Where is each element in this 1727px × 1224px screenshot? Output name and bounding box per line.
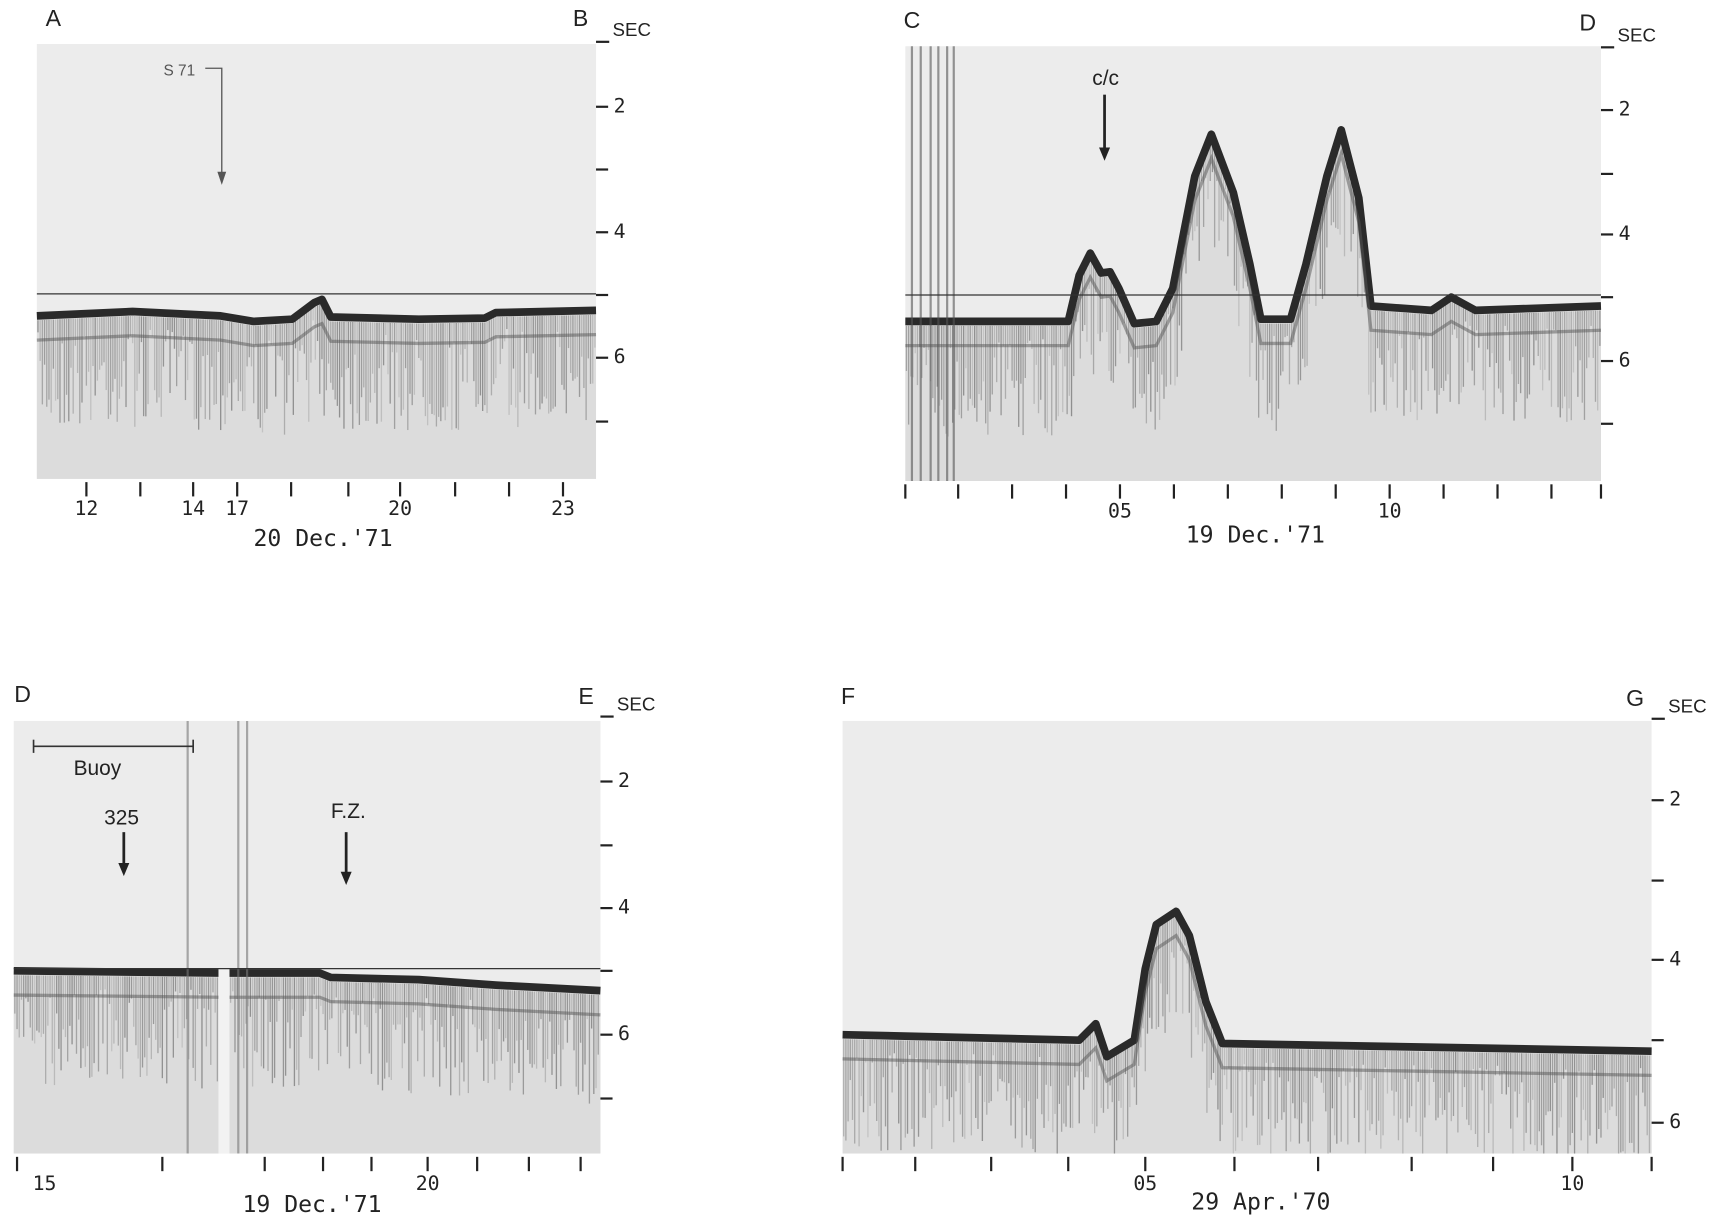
depth-label: 6 [1619,349,1631,372]
annotation-leader [205,67,223,177]
depth-label: 2 [1619,98,1631,121]
time-label: 17 [225,497,249,520]
date-label: 29 Apr.'70 [1191,1190,1330,1216]
arrow-head [217,171,227,185]
axis-unit: SEC [1668,696,1706,717]
gap [218,968,230,1154]
depth-label: 4 [1619,222,1631,245]
date-label: 20 Dec.'71 [253,526,392,552]
annotation: 325 [104,806,139,829]
sub-bottom [842,911,1652,1154]
annotation: c/c [1092,67,1119,90]
seafloor-multiple [842,933,1652,1084]
corner-label: E [578,683,593,709]
depth-label: 6 [1669,1110,1681,1133]
panel [13,720,601,1154]
depth-label: 4 [1669,947,1681,970]
corner-label: A [46,5,62,31]
seafloor-multiple [905,148,1602,350]
corner-label: D [1579,9,1596,35]
depth-label: 2 [614,94,626,117]
sub-bottom [13,970,601,1154]
date-label: 19 Dec.'71 [1186,523,1325,549]
corner-label: C [904,7,921,33]
panel [842,720,1652,1154]
annotation: S 71 [163,63,195,80]
time-label: 05 [1108,499,1132,522]
seafloor-multiple [36,321,597,348]
depth-label: 6 [618,1022,630,1045]
depth-label: 6 [614,345,626,368]
time-label: 10 [1560,1172,1584,1195]
time-label: 15 [33,1172,57,1195]
depth-label: 2 [1669,788,1681,811]
panel [36,44,597,479]
time-label: 20 [416,1172,440,1195]
seafloor [905,126,1602,328]
depth-label: 4 [618,896,630,919]
seafloor [36,295,597,326]
corner-label: F [841,683,855,709]
corner-label: B [573,5,588,31]
time-label: 12 [74,497,98,520]
seafloor [842,907,1652,1061]
time-label: 20 [388,497,412,520]
arrow-head [340,871,352,885]
time-label: 23 [551,497,575,520]
panel [905,46,1602,482]
annotation: F.Z. [331,800,366,823]
time-label: 05 [1133,1172,1157,1195]
depth-label: 2 [618,769,630,792]
annotation: Buoy [74,757,122,780]
date-label: 19 Dec.'71 [242,1192,381,1218]
axis-unit: SEC [1617,24,1655,45]
time-label: 10 [1378,499,1402,522]
corner-label: D [14,681,31,707]
axis-unit: SEC [613,19,651,40]
depth-label: 4 [614,220,626,243]
axis-unit: SEC [617,693,655,714]
arrow-head [1099,147,1111,161]
corner-label: G [1626,685,1644,711]
time-label: 14 [181,497,205,520]
arrow-head [118,862,130,877]
